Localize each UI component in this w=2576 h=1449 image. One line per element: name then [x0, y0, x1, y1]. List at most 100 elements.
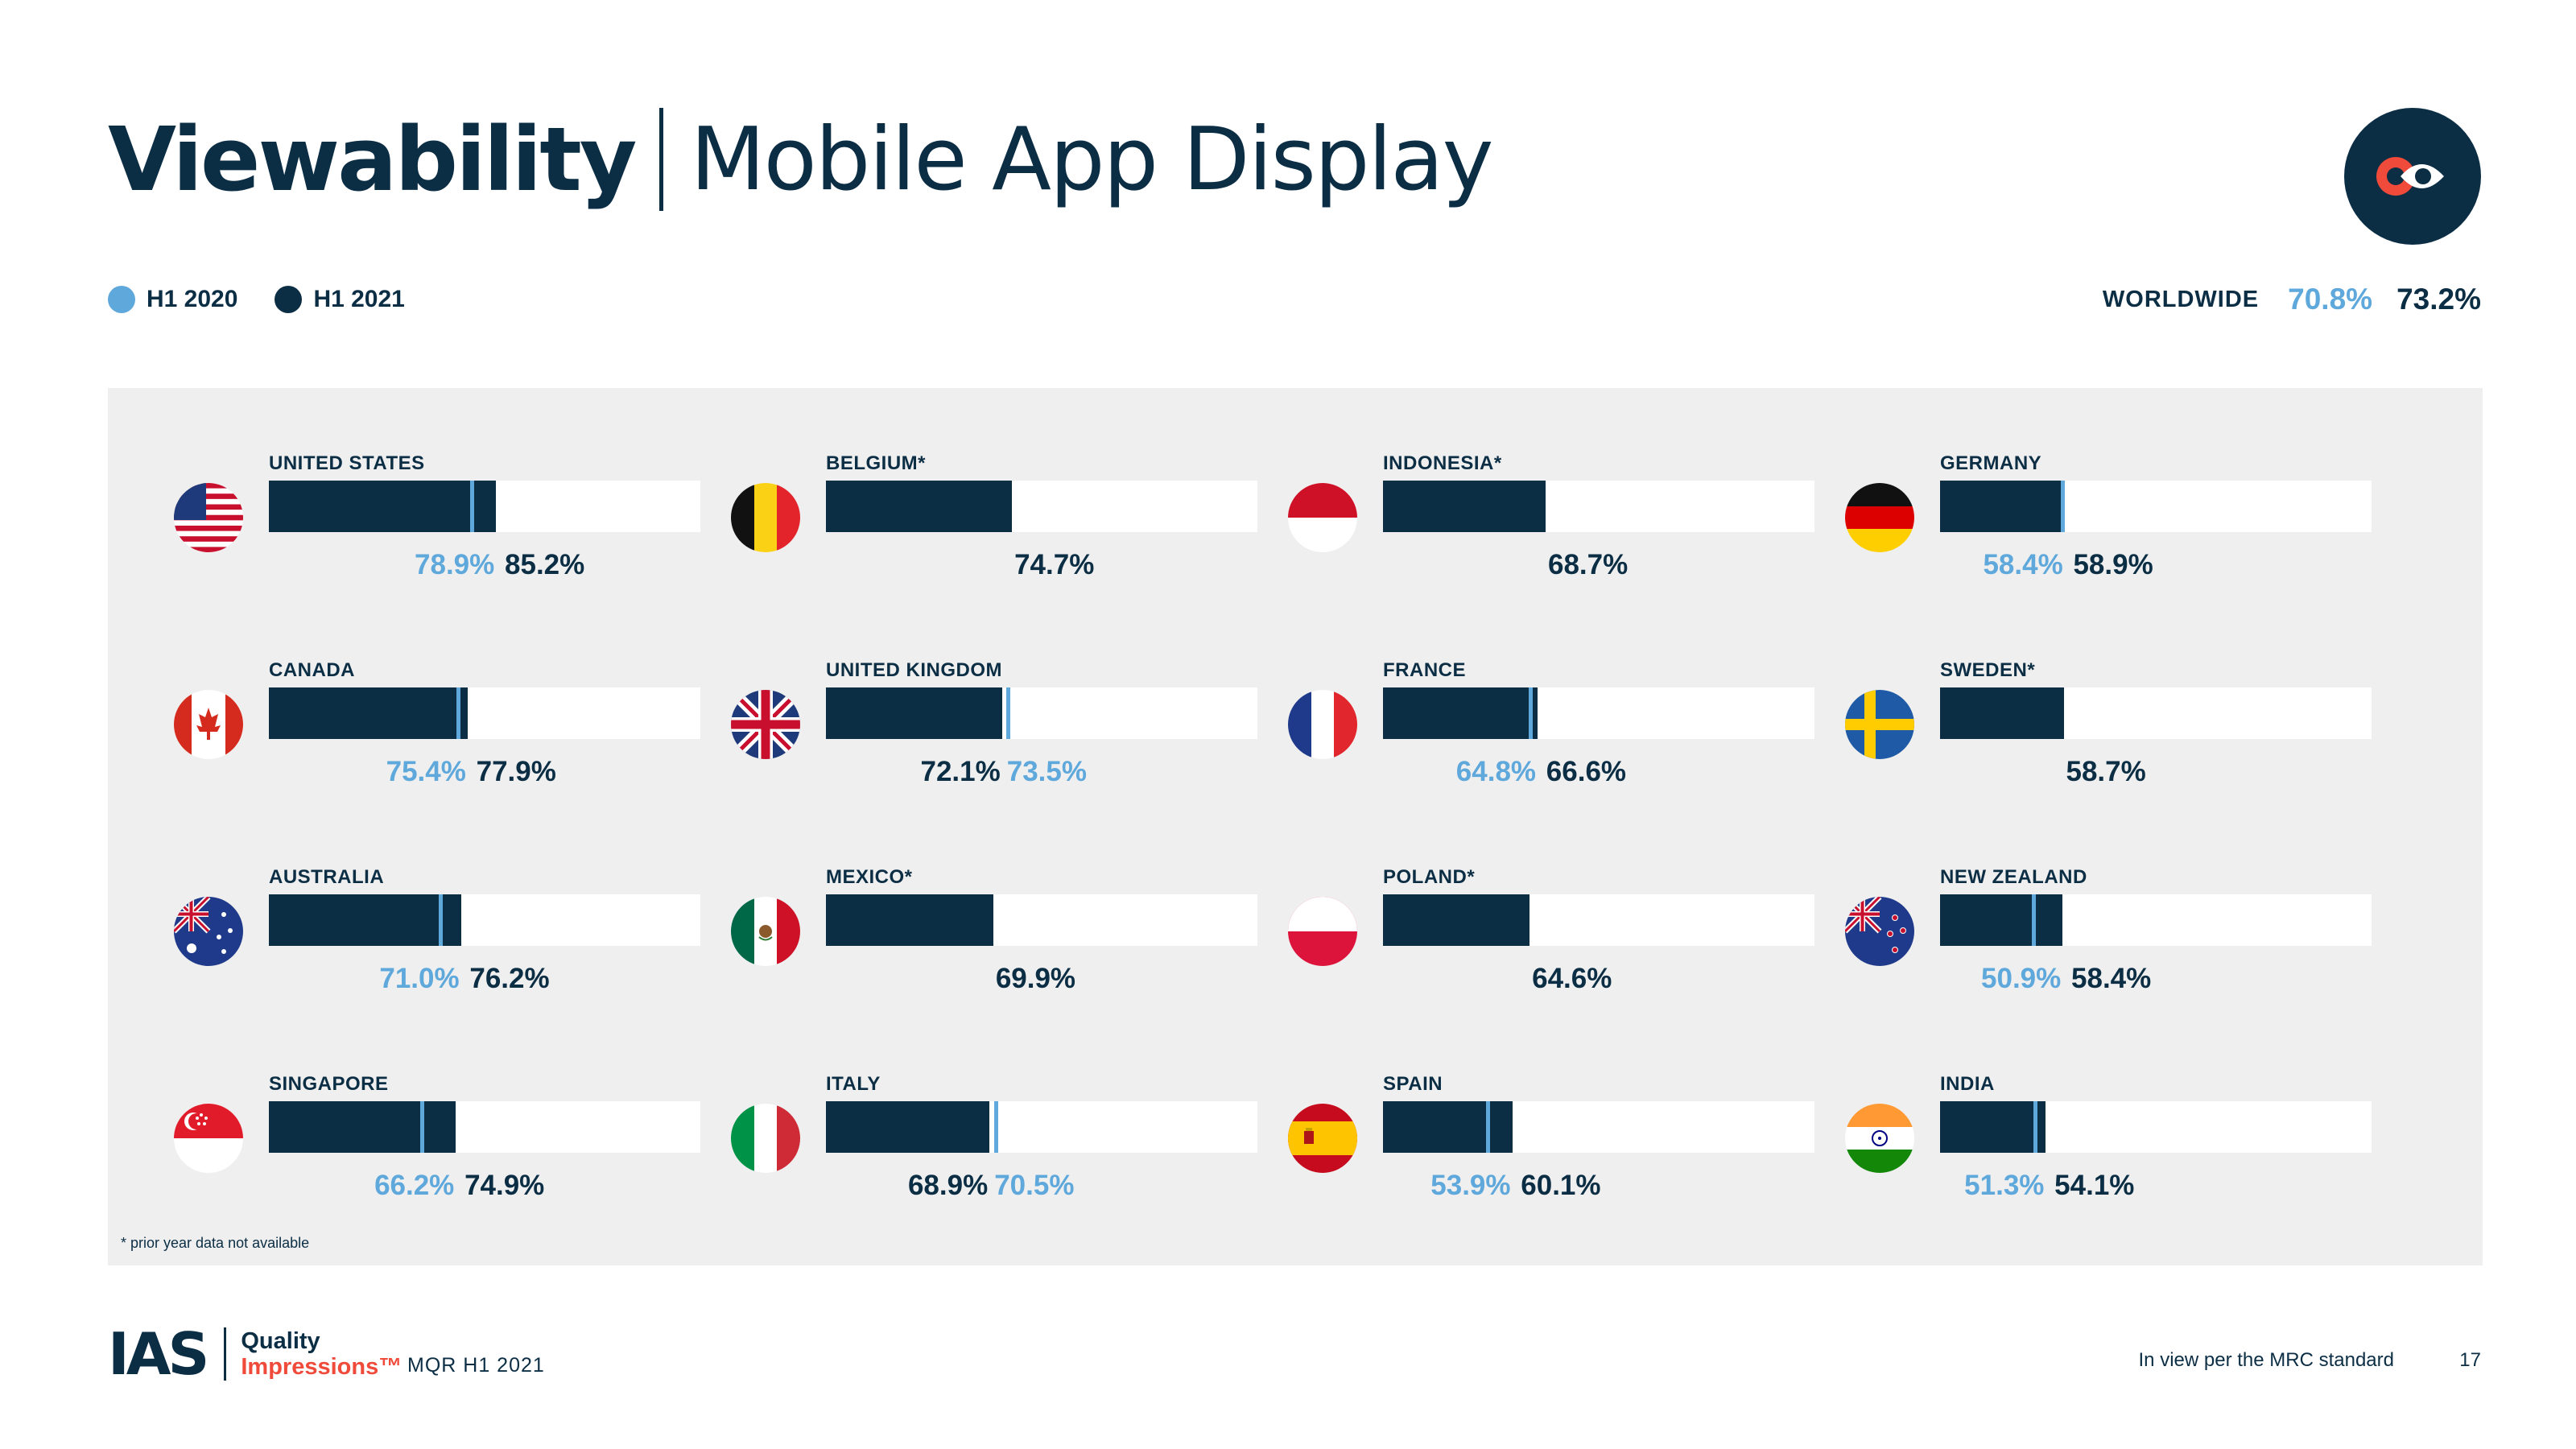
- marker-h1-2020: [2031, 894, 2036, 946]
- title-subtitle: Mobile App Display: [690, 109, 1494, 210]
- value-label-h1-2021: 72.1%: [920, 756, 1001, 787]
- bar-track: [1940, 1101, 2372, 1153]
- chart-legend: H1 2020 H1 2021: [108, 282, 442, 317]
- brand-line-1: Quality: [241, 1328, 320, 1354]
- legend-dot-h1-2021: [275, 286, 303, 313]
- country-row-poland: POLAND* 64.6%: [1222, 842, 1814, 1003]
- footer-logo: IAS Quality Impressions™: [108, 1320, 402, 1388]
- marker-h1-2020: [2061, 481, 2066, 532]
- value-label-h1-2020: 53.9%: [1430, 1170, 1511, 1201]
- bar-track: [1940, 687, 2372, 739]
- page-number: 17: [2459, 1349, 2481, 1371]
- value-label-h1-2020: 51.3%: [1964, 1170, 2045, 1201]
- country-row-singapore: SINGAPORE 74.9% 66.2%: [108, 1049, 700, 1210]
- country-name: SWEDEN*: [1940, 659, 2036, 681]
- footer-logo-divider: [224, 1327, 227, 1381]
- country-row-united-states: UNITED STATES 85.2% 78.9%: [108, 428, 700, 589]
- country-row-spain: SPAIN 60.1% 53.9%: [1222, 1049, 1814, 1210]
- legend-item-h1-2021: H1 2021: [275, 286, 405, 313]
- value-label-h1-2020: 64.8%: [1455, 756, 1537, 787]
- value-label-h1-2021: 58.7%: [2066, 756, 2146, 787]
- bar-track: [1383, 481, 1814, 532]
- bar-track: [1940, 894, 2372, 946]
- country-row-canada: CANADA 77.9% 75.4%: [108, 635, 700, 796]
- france-flag-icon: [1288, 690, 1357, 759]
- bar-h1-2021: [269, 894, 461, 946]
- canada-flag-icon: [174, 690, 243, 759]
- value-label-h1-2021: 69.9%: [995, 963, 1076, 994]
- marker-h1-2020: [439, 894, 444, 946]
- uk-flag-icon: [731, 690, 800, 759]
- value-label-h1-2020: 71.0%: [379, 963, 460, 994]
- marker-h1-2020: [456, 687, 460, 739]
- legend-label-h1-2020: H1 2020: [147, 286, 238, 312]
- country-row-belgium: BELGIUM* 74.7%: [665, 428, 1257, 589]
- value-label-h1-2020: 58.4%: [1983, 549, 2063, 580]
- country-row-sweden: SWEDEN* 58.7%: [1779, 635, 2372, 796]
- country-row-india: INDIA 54.1% 51.3%: [1779, 1049, 2372, 1210]
- country-row-australia: AUSTRALIA 76.2% 71.0%: [108, 842, 700, 1003]
- bar-h1-2021: [826, 894, 994, 946]
- bar-h1-2021: [826, 1101, 990, 1153]
- mexico-flag-icon: [731, 897, 800, 966]
- country-row-mexico: MEXICO* 69.9%: [665, 842, 1257, 1003]
- value-label-h1-2021: 68.7%: [1547, 549, 1629, 580]
- bar-track: [1383, 687, 1814, 739]
- quality-impressions-logo: Quality Impressions™: [241, 1328, 402, 1380]
- bar-h1-2021: [1940, 1101, 2046, 1153]
- singapore-flag-icon: [174, 1104, 243, 1173]
- poland-flag-icon: [1288, 897, 1357, 966]
- worldwide-summary: WORLDWIDE 70.8% 73.2%: [2103, 279, 2481, 320]
- country-row-france: FRANCE 66.6% 64.8%: [1222, 635, 1814, 796]
- indonesia-flag-icon: [1288, 483, 1357, 552]
- italy-flag-icon: [731, 1104, 800, 1173]
- legend-label-h1-2021: H1 2021: [313, 286, 405, 312]
- worldwide-label: WORLDWIDE: [2102, 286, 2260, 312]
- value-label-h1-2021: 66.6%: [1546, 756, 1627, 787]
- bar-track: [1940, 481, 2372, 532]
- value-label-h1-2021: 68.9%: [907, 1170, 989, 1201]
- value-label-h1-2021: 77.9%: [476, 756, 556, 787]
- country-name: INDONESIA*: [1383, 452, 1502, 474]
- bar-h1-2021: [269, 481, 497, 532]
- country-name: NEW ZEALAND: [1940, 866, 2087, 888]
- brand-line-2: Impressions™: [241, 1354, 402, 1380]
- ias-eye-logo-icon: [2344, 108, 2481, 245]
- value-label-h1-2021: 54.1%: [2054, 1170, 2135, 1201]
- marker-h1-2020: [469, 481, 474, 532]
- marker-h1-2020: [2033, 1101, 2037, 1153]
- value-label-h1-2021: 60.1%: [1521, 1170, 1601, 1201]
- legend-dot-h1-2020: [108, 286, 135, 313]
- mrc-note: In view per the MRC standard: [2138, 1349, 2394, 1371]
- country-name: GERMANY: [1940, 452, 2042, 474]
- bar-track: [826, 894, 1257, 946]
- bar-track: [1383, 1101, 1814, 1153]
- country-name: BELGIUM*: [826, 452, 926, 474]
- belgium-flag-icon: [731, 483, 800, 552]
- bar-h1-2021: [1940, 894, 2063, 946]
- india-flag-icon: [1845, 1104, 1914, 1173]
- country-row-germany: GERMANY 58.9% 58.4%: [1779, 428, 2372, 589]
- country-name: SINGAPORE: [269, 1073, 389, 1095]
- marker-h1-2020: [1005, 687, 1010, 739]
- chart-panel: UNITED STATES 85.2% 78.9% CANADA 77.9% 75.4% A…: [108, 388, 2483, 1265]
- marker-h1-2020: [420, 1101, 425, 1153]
- bar-h1-2021: [269, 1101, 456, 1153]
- country-row-united-kingdom: UNITED KINGDOM 72.1% 73.5%: [665, 635, 1257, 796]
- country-name: UNITED KINGDOM: [826, 659, 1002, 681]
- country-name: INDIA: [1940, 1073, 1995, 1095]
- page-title: Viewability Mobile App Display: [108, 103, 1494, 216]
- ias-logo-text: IAS: [108, 1320, 209, 1388]
- country-name: MEXICO*: [826, 866, 913, 888]
- bar-h1-2021: [1383, 687, 1538, 739]
- country-name: CANADA: [269, 659, 355, 681]
- value-label-h1-2021: 74.7%: [1014, 549, 1095, 580]
- bar-h1-2021: [826, 687, 1002, 739]
- value-label-h1-2021: 58.9%: [2073, 549, 2153, 580]
- value-label-h1-2021: 74.9%: [464, 1170, 545, 1201]
- worldwide-h1-2020: 70.8%: [2288, 283, 2373, 316]
- report-name: MQR H1 2021: [407, 1354, 545, 1377]
- bar-track: [269, 1101, 700, 1153]
- title-divider: [658, 108, 663, 211]
- value-label-h1-2020: 75.4%: [386, 756, 466, 787]
